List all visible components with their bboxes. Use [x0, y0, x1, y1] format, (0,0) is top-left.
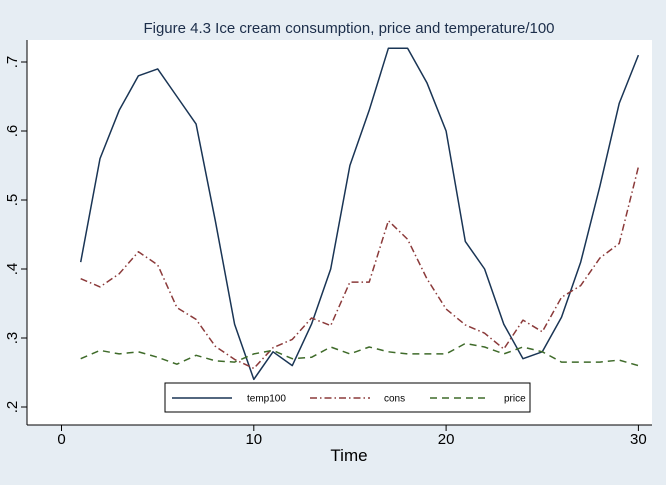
series-lines — [79, 47, 640, 381]
legend-label-price: price — [504, 394, 526, 405]
legend-label-cons: cons — [384, 394, 405, 405]
chart-title: Figure 4.3 Ice cream consumption, price … — [143, 20, 554, 37]
plot-area — [27, 40, 652, 425]
x-tick-label: 30 — [630, 431, 647, 448]
x-tick-label: 10 — [245, 431, 262, 448]
y-tick-label: .3 — [4, 332, 21, 345]
series-line-cons — [80, 166, 640, 370]
y-tick-label: .6 — [4, 125, 21, 138]
y-tick-label: .4 — [4, 263, 21, 276]
x-tick-label: 20 — [438, 431, 455, 448]
y-tick-label: .7 — [4, 56, 21, 69]
series-line-temp100 — [79, 47, 640, 381]
legend-label-temp100: temp100 — [247, 394, 286, 405]
series-line-price — [80, 342, 639, 367]
legend: temp100 cons price — [164, 382, 531, 413]
x-axis-label: Time — [330, 446, 367, 465]
y-tick-label: .2 — [4, 401, 21, 414]
x-tick-label: 0 — [57, 431, 65, 448]
axes: 0 10 20 30 .2 .3 .4 .5 .6 .7 — [4, 40, 652, 448]
y-tick-label: .5 — [4, 194, 21, 207]
